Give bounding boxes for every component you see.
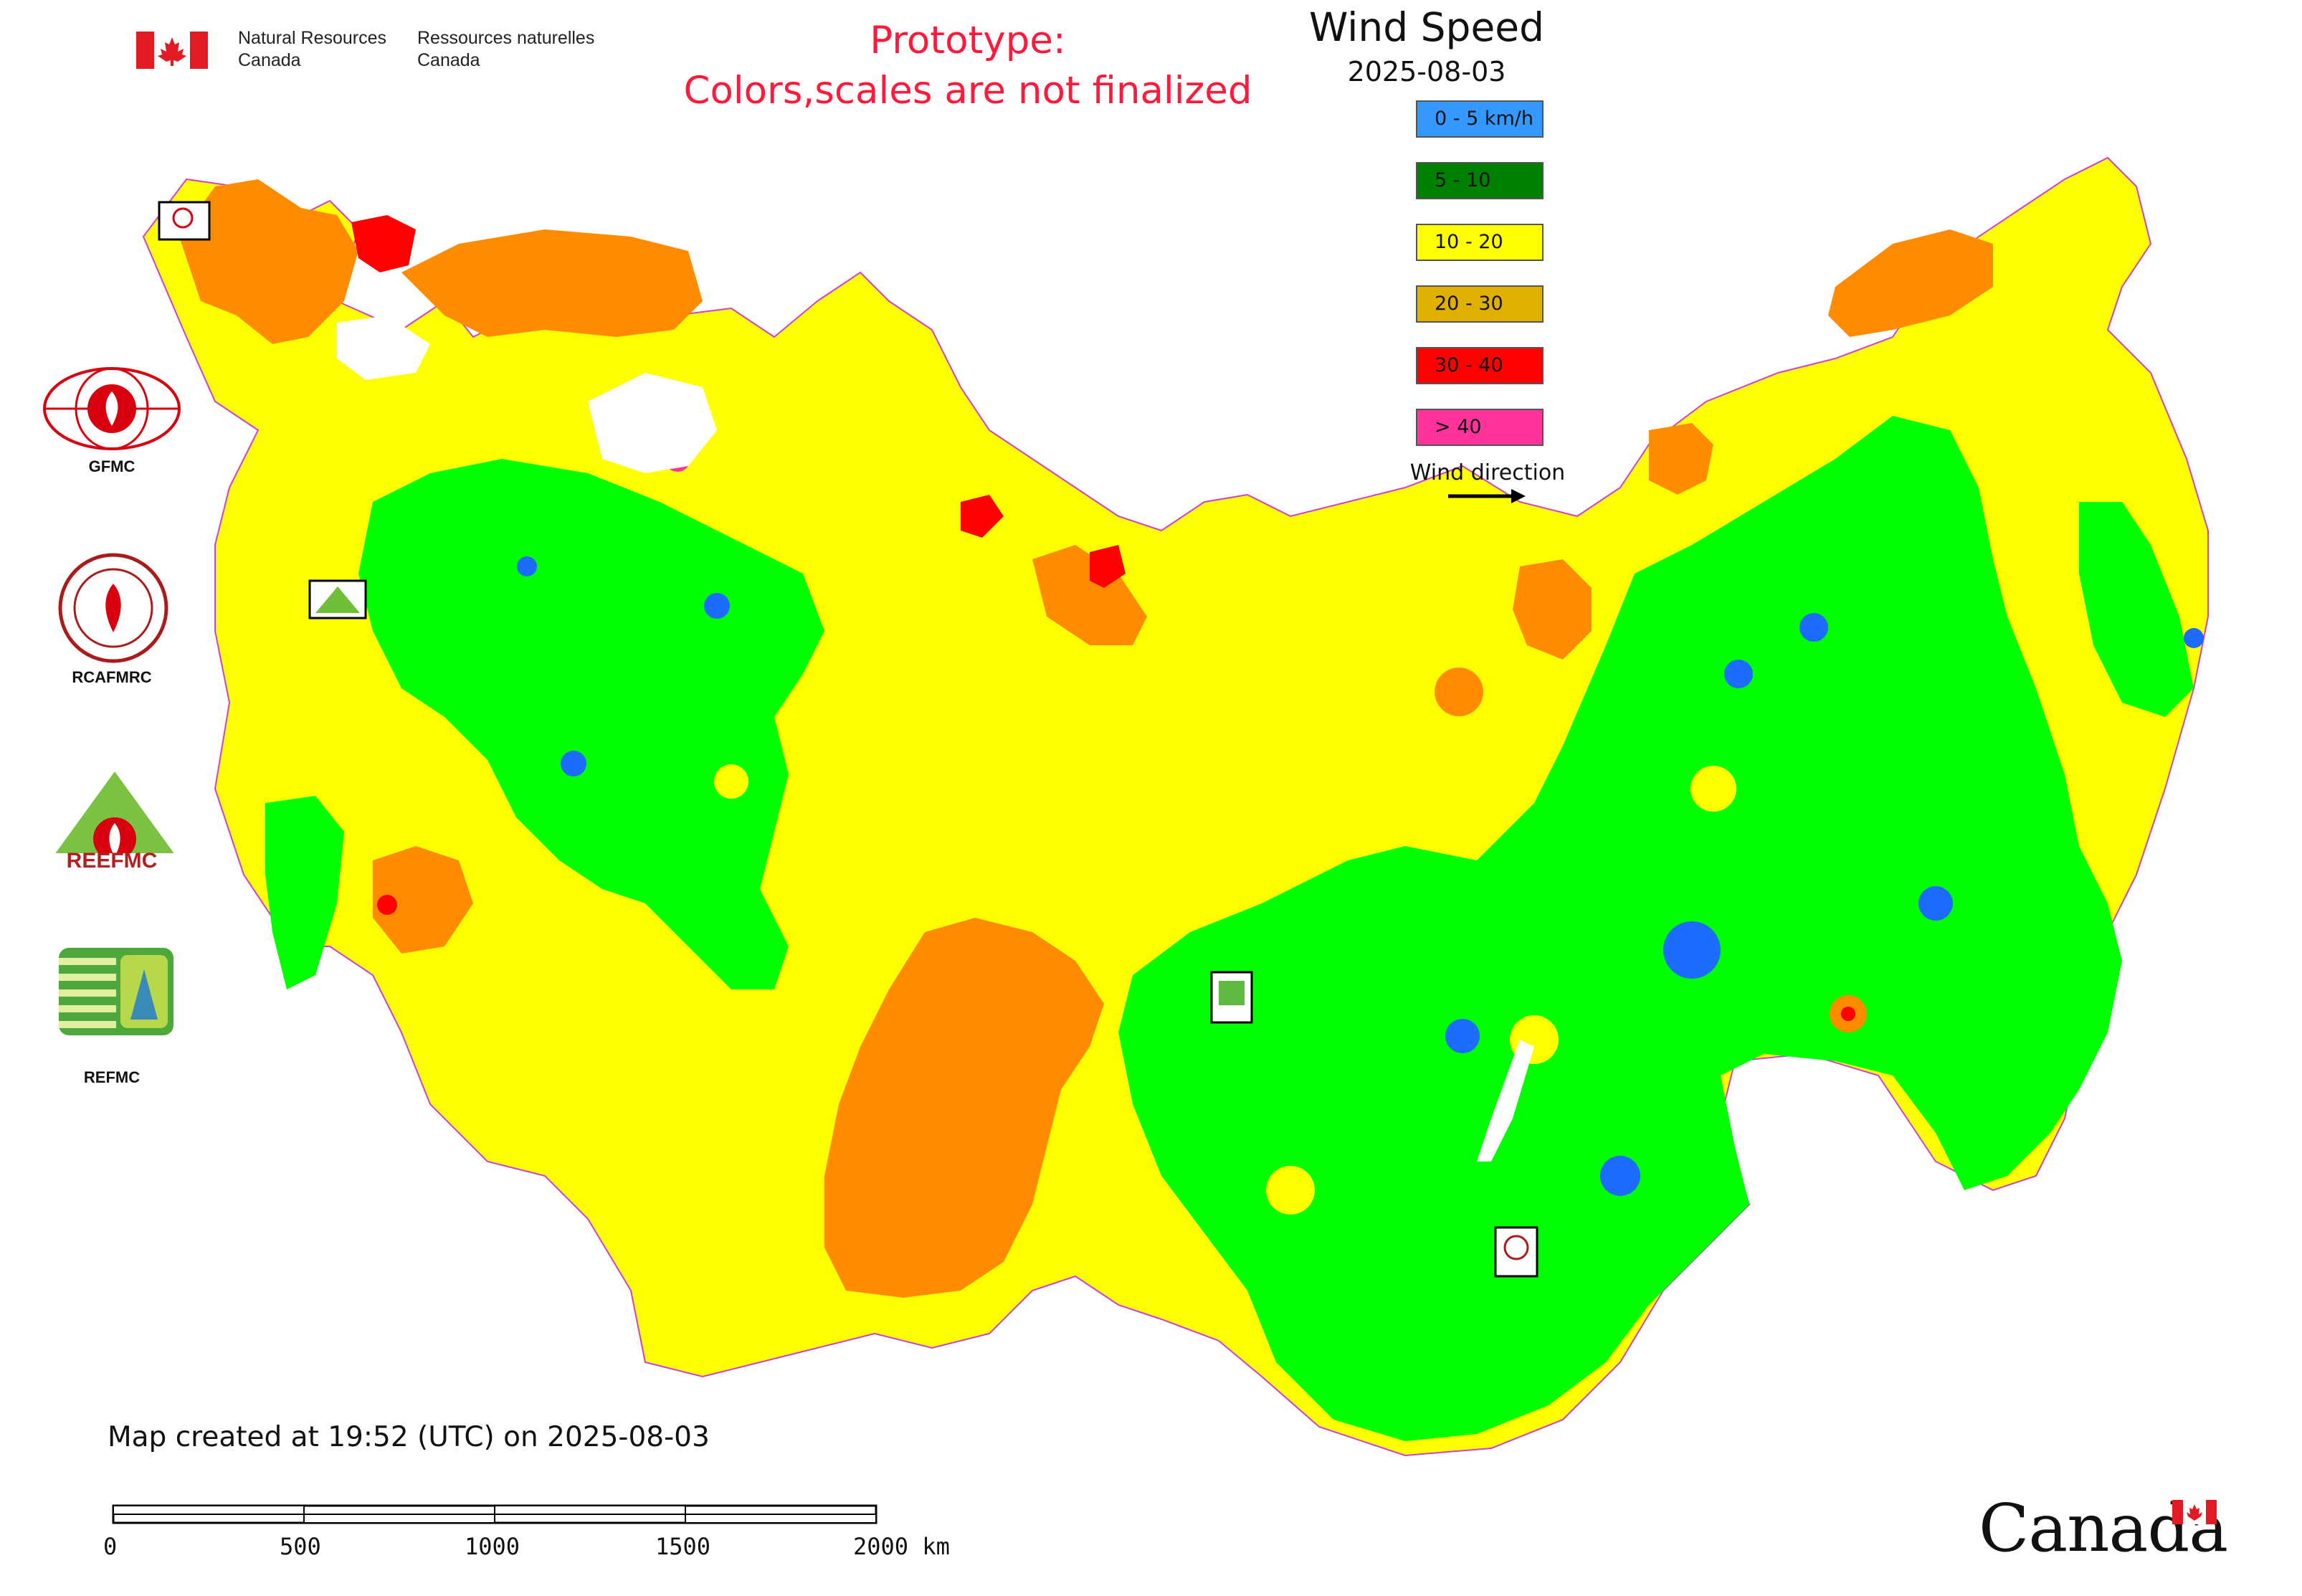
spot-yellow-3	[1690, 766, 1736, 812]
nrc-english-line1: Natural Resources	[238, 28, 387, 48]
scale-label-2000: 2000 km	[853, 1533, 950, 1560]
nrc-english: Natural Resources Canada	[238, 27, 386, 72]
spot-blue-10	[2184, 628, 2204, 648]
region-green-southwest	[265, 796, 344, 989]
white-sea	[588, 373, 717, 473]
legend-item: 5 - 10	[1416, 162, 1544, 199]
region-red-severnaya	[1090, 545, 1126, 588]
spot-blue-3	[1600, 1156, 1640, 1196]
legend-item: 20 - 30	[1416, 285, 1544, 323]
region-orange-taymyr	[1032, 545, 1147, 645]
prototype-line1: Prototype:	[870, 19, 1066, 62]
spot-red-1	[377, 895, 397, 915]
reefmc-logo-icon	[43, 771, 186, 872]
region-green-west	[358, 459, 824, 989]
spot-orange-1	[1435, 668, 1483, 716]
nrc-french: Ressources naturelles Canada	[417, 27, 594, 72]
spot-yellow-2	[1266, 1166, 1315, 1215]
nrc-english-line2: Canada	[238, 50, 301, 70]
canada-wordmark-flag-icon	[2172, 1500, 2217, 1524]
gfmc-logo-icon	[43, 367, 181, 450]
spot-blue-2	[1445, 1019, 1480, 1053]
marker-reefmc[interactable]	[308, 579, 367, 619]
region-orange-kamchatka	[1649, 423, 1713, 495]
spot-yellow-4	[714, 764, 748, 799]
marker-gfmc[interactable]	[158, 201, 211, 241]
spot-blue-4	[1918, 886, 1953, 921]
side-label-gfmc: GFMC	[88, 457, 135, 475]
region-red-novaya	[961, 495, 1004, 538]
map-title: Wind Speed	[1308, 4, 1545, 50]
region-green-far-east	[2079, 502, 2194, 717]
wind-direction-label: Wind direction	[1409, 460, 1566, 485]
region-orange-chukotka	[1828, 229, 1993, 337]
prototype-notice: Prototype: Colors,scales are not finaliz…	[645, 16, 1290, 116]
region-orange-kazakhstan	[824, 918, 1104, 1298]
nrc-french-line2: Canada	[417, 50, 480, 70]
scale-bar	[112, 1504, 877, 1524]
map-date: 2025-08-03	[1347, 56, 1506, 87]
region-green-siberia	[1118, 416, 2122, 1441]
scale-label-1500: 1500	[655, 1533, 711, 1560]
spot-blue-9	[517, 556, 537, 576]
nrc-french-line1: Ressources naturelles	[417, 28, 595, 48]
region-orange-scandinavia	[179, 179, 358, 344]
legend-item: 0 - 5 km/h	[1416, 100, 1544, 138]
prototype-line2: Colors,scales are not finalized	[683, 69, 1252, 113]
marker-rcafmrc[interactable]	[1494, 1226, 1538, 1278]
rcafmrc-logo-icon	[58, 553, 168, 663]
region-orange-belarus	[373, 846, 473, 954]
marker-refmc[interactable]	[1210, 971, 1253, 1024]
spot-blue-7	[704, 593, 730, 619]
legend-item: > 40	[1416, 409, 1544, 446]
scale-label-1000: 1000	[465, 1533, 520, 1560]
side-label-refmc: REFMC	[83, 1068, 141, 1086]
scale-label-500: 500	[280, 1533, 321, 1560]
spot-red-2	[1841, 1007, 1855, 1021]
spot-blue-8	[561, 751, 586, 776]
legend-item: 30 - 40	[1416, 347, 1544, 384]
refmc-logo-icon	[59, 948, 173, 1035]
spot-blue-6	[1799, 613, 1828, 642]
side-label-reefmc: REEFMC	[66, 849, 158, 873]
spot-blue-1	[1663, 921, 1721, 979]
canada-flag-icon	[136, 32, 208, 69]
side-label-rcafmrc: RCAFMRC	[72, 668, 152, 686]
region-orange-kola	[401, 229, 703, 337]
baltic-sea	[337, 315, 430, 380]
legend-item: 10 - 20	[1416, 224, 1544, 261]
region-red-svalbard	[351, 215, 416, 272]
arrow-right-icon	[1448, 489, 1526, 503]
lake-baikal	[1477, 1040, 1534, 1162]
region-orange-yakutia	[1513, 559, 1592, 660]
scale-label-0: 0	[103, 1533, 118, 1560]
map-created-text: Map created at 19:52 (UTC) on 2025-08-03	[108, 1421, 710, 1453]
spot-blue-5	[1724, 660, 1753, 688]
